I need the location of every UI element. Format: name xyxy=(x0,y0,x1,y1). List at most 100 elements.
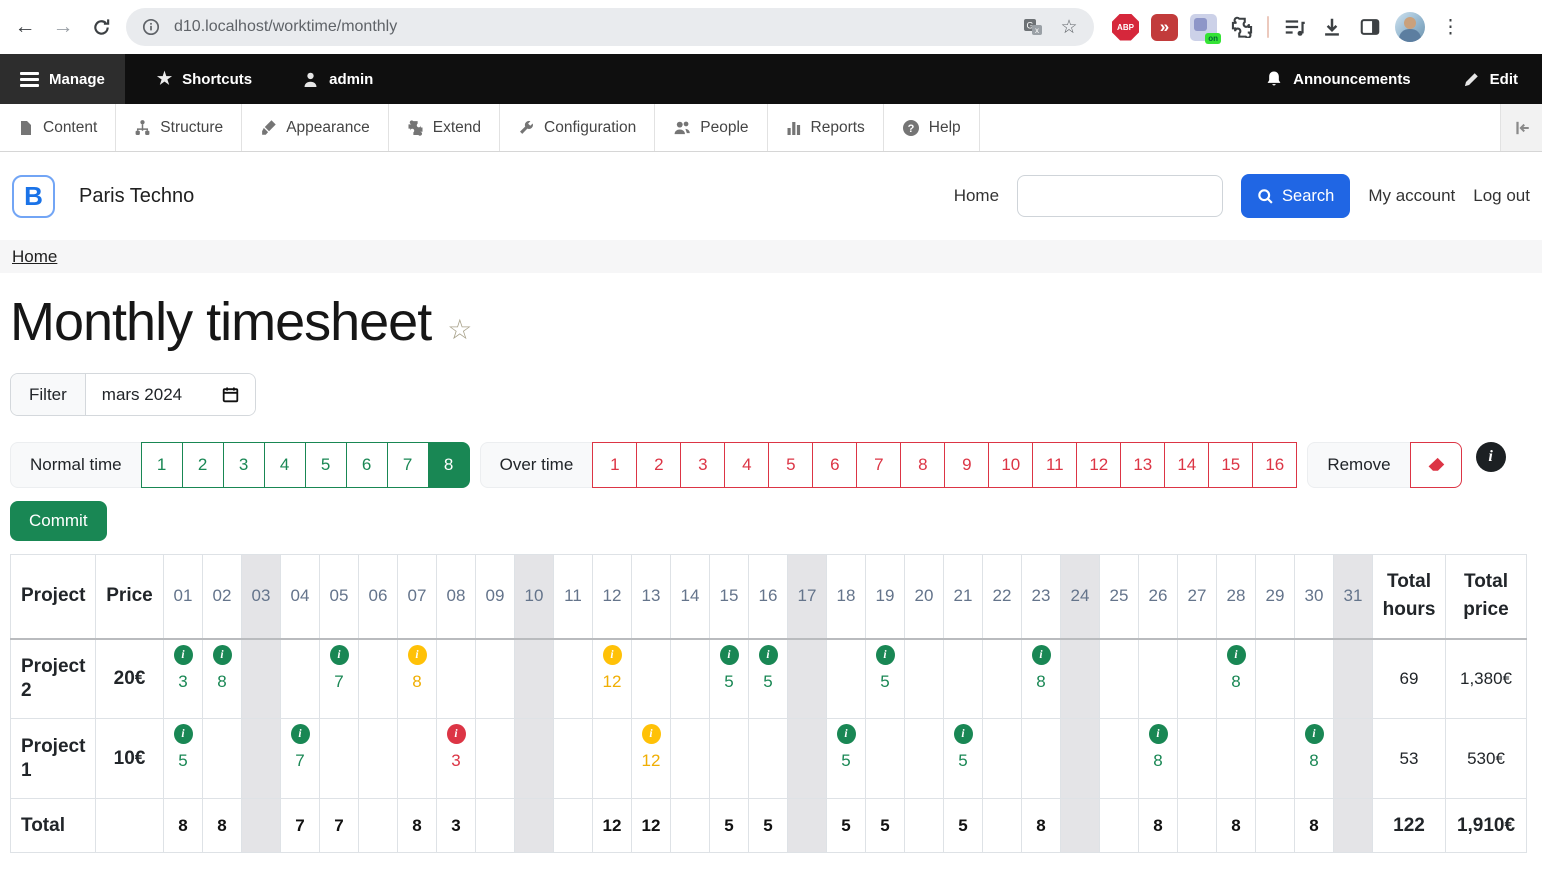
timesheet-cell-row2-day-11[interactable] xyxy=(553,718,593,799)
info-badge-red[interactable]: i xyxy=(446,724,466,744)
info-badge-green[interactable]: i xyxy=(1226,644,1246,665)
calendar-icon[interactable] xyxy=(222,386,239,403)
timesheet-cell-row2-day-20[interactable] xyxy=(904,718,944,799)
nav-home-link[interactable]: Home xyxy=(953,186,1000,205)
back-icon[interactable]: ← xyxy=(14,15,36,38)
timesheet-cell-row1-day-22[interactable] xyxy=(982,638,1022,719)
info-badge-green[interactable]: i xyxy=(1031,644,1051,665)
eraser-button[interactable] xyxy=(1409,442,1462,488)
info-badge-green[interactable]: i xyxy=(290,724,310,744)
over-time-button-15[interactable]: 15 xyxy=(1208,442,1254,488)
normal-time-button-4[interactable]: 4 xyxy=(263,442,306,488)
log-out-link[interactable]: Log out xyxy=(1473,186,1530,205)
extension-on-icon[interactable]: on xyxy=(1190,13,1221,44)
toolbar-collapse-button[interactable] xyxy=(1500,104,1542,151)
timesheet-cell-row1-day-26[interactable] xyxy=(1138,638,1178,719)
playlist-icon[interactable] xyxy=(1281,14,1307,40)
timesheet-cell-row2-day-23[interactable] xyxy=(1021,718,1061,799)
info-badge-green[interactable]: i xyxy=(875,644,895,665)
download-icon[interactable] xyxy=(1319,14,1345,40)
info-badge-yellow[interactable]: i xyxy=(641,724,661,744)
profile-avatar[interactable] xyxy=(1395,12,1425,42)
timesheet-cell-row2-day-13[interactable]: i 12 xyxy=(631,718,671,799)
timesheet-cell-row2-day-07[interactable] xyxy=(397,718,437,799)
url-text[interactable]: d10.localhost/worktime/monthly xyxy=(174,18,398,35)
reload-icon[interactable] xyxy=(82,8,120,46)
info-badge-yellow[interactable]: i xyxy=(602,644,622,665)
timesheet-cell-row1-day-24[interactable] xyxy=(1060,638,1100,719)
normal-time-button-1[interactable]: 1 xyxy=(140,442,183,488)
over-time-button-13[interactable]: 13 xyxy=(1120,442,1166,488)
timesheet-cell-row2-day-27[interactable] xyxy=(1177,718,1217,799)
toolbar-item-shortcuts[interactable]: ★ Shortcuts xyxy=(139,54,270,104)
timesheet-cell-row2-day-02[interactable] xyxy=(202,718,242,799)
normal-time-button-2[interactable]: 2 xyxy=(181,442,224,488)
timesheet-cell-row2-day-06[interactable] xyxy=(358,718,398,799)
timesheet-cell-row2-day-22[interactable] xyxy=(982,718,1022,799)
timesheet-cell-row1-day-12[interactable]: i 12 xyxy=(592,638,632,719)
timesheet-cell-row1-day-30[interactable] xyxy=(1294,638,1334,719)
info-badge-green[interactable]: i xyxy=(1148,724,1168,744)
over-time-button-11[interactable]: 11 xyxy=(1032,442,1078,488)
sidebar-icon[interactable] xyxy=(1357,14,1383,40)
info-badge-yellow[interactable]: i xyxy=(407,644,427,665)
normal-time-button-8[interactable]: 8 xyxy=(427,442,470,488)
over-time-button-6[interactable]: 6 xyxy=(812,442,858,488)
timesheet-cell-row2-day-29[interactable] xyxy=(1255,718,1295,799)
timesheet-cell-row2-day-25[interactable] xyxy=(1099,718,1139,799)
timesheet-cell-row1-day-27[interactable] xyxy=(1177,638,1217,719)
info-badge-green[interactable]: i xyxy=(836,724,856,744)
timesheet-cell-row1-day-13[interactable] xyxy=(631,638,671,719)
timesheet-cell-row1-day-18[interactable] xyxy=(826,638,866,719)
over-time-button-10[interactable]: 10 xyxy=(988,442,1034,488)
site-logo[interactable]: B xyxy=(12,174,55,218)
over-time-button-1[interactable]: 1 xyxy=(592,442,638,488)
menu-item-extend[interactable]: Extend xyxy=(389,104,501,151)
info-badge-green[interactable]: i xyxy=(212,644,232,665)
normal-time-button-3[interactable]: 3 xyxy=(222,442,265,488)
timesheet-cell-row2-day-05[interactable] xyxy=(319,718,359,799)
info-badge-green[interactable]: i xyxy=(173,644,193,665)
search-button[interactable]: Search xyxy=(1241,174,1351,218)
over-time-button-4[interactable]: 4 xyxy=(724,442,770,488)
bookmark-star-icon[interactable]: ☆ xyxy=(1060,16,1078,38)
timesheet-cell-row1-day-17[interactable] xyxy=(787,638,827,719)
timesheet-cell-row1-day-08[interactable] xyxy=(436,638,476,719)
timesheet-cell-row2-day-15[interactable] xyxy=(709,718,749,799)
timesheet-cell-row1-day-31[interactable] xyxy=(1333,638,1373,719)
adblock-icon[interactable]: ABP xyxy=(1112,13,1139,41)
toolbar-item-manage[interactable]: Manage xyxy=(0,54,125,104)
timesheet-cell-row1-day-29[interactable] xyxy=(1255,638,1295,719)
over-time-button-8[interactable]: 8 xyxy=(900,442,946,488)
timesheet-cell-row2-day-19[interactable] xyxy=(865,718,905,799)
fast-forward-icon[interactable]: » xyxy=(1151,13,1178,41)
timesheet-cell-row1-day-11[interactable] xyxy=(553,638,593,719)
info-badge-green[interactable]: i xyxy=(329,644,349,665)
commit-button[interactable]: Commit xyxy=(10,501,107,541)
forward-icon[interactable]: → xyxy=(52,15,74,38)
menu-item-configuration[interactable]: Configuration xyxy=(500,104,656,151)
toolbar-item-edit[interactable]: Edit xyxy=(1445,54,1542,104)
timesheet-cell-row1-day-21[interactable] xyxy=(943,638,983,719)
timesheet-cell-row1-day-03[interactable] xyxy=(241,638,281,719)
menu-item-reports[interactable]: Reports xyxy=(768,104,884,151)
timesheet-cell-row1-day-20[interactable] xyxy=(904,638,944,719)
timesheet-cell-row1-day-04[interactable] xyxy=(280,638,320,719)
site-info-icon[interactable] xyxy=(138,14,164,40)
info-badge-green[interactable]: i xyxy=(1304,724,1324,744)
timesheet-cell-row2-day-24[interactable] xyxy=(1060,718,1100,799)
